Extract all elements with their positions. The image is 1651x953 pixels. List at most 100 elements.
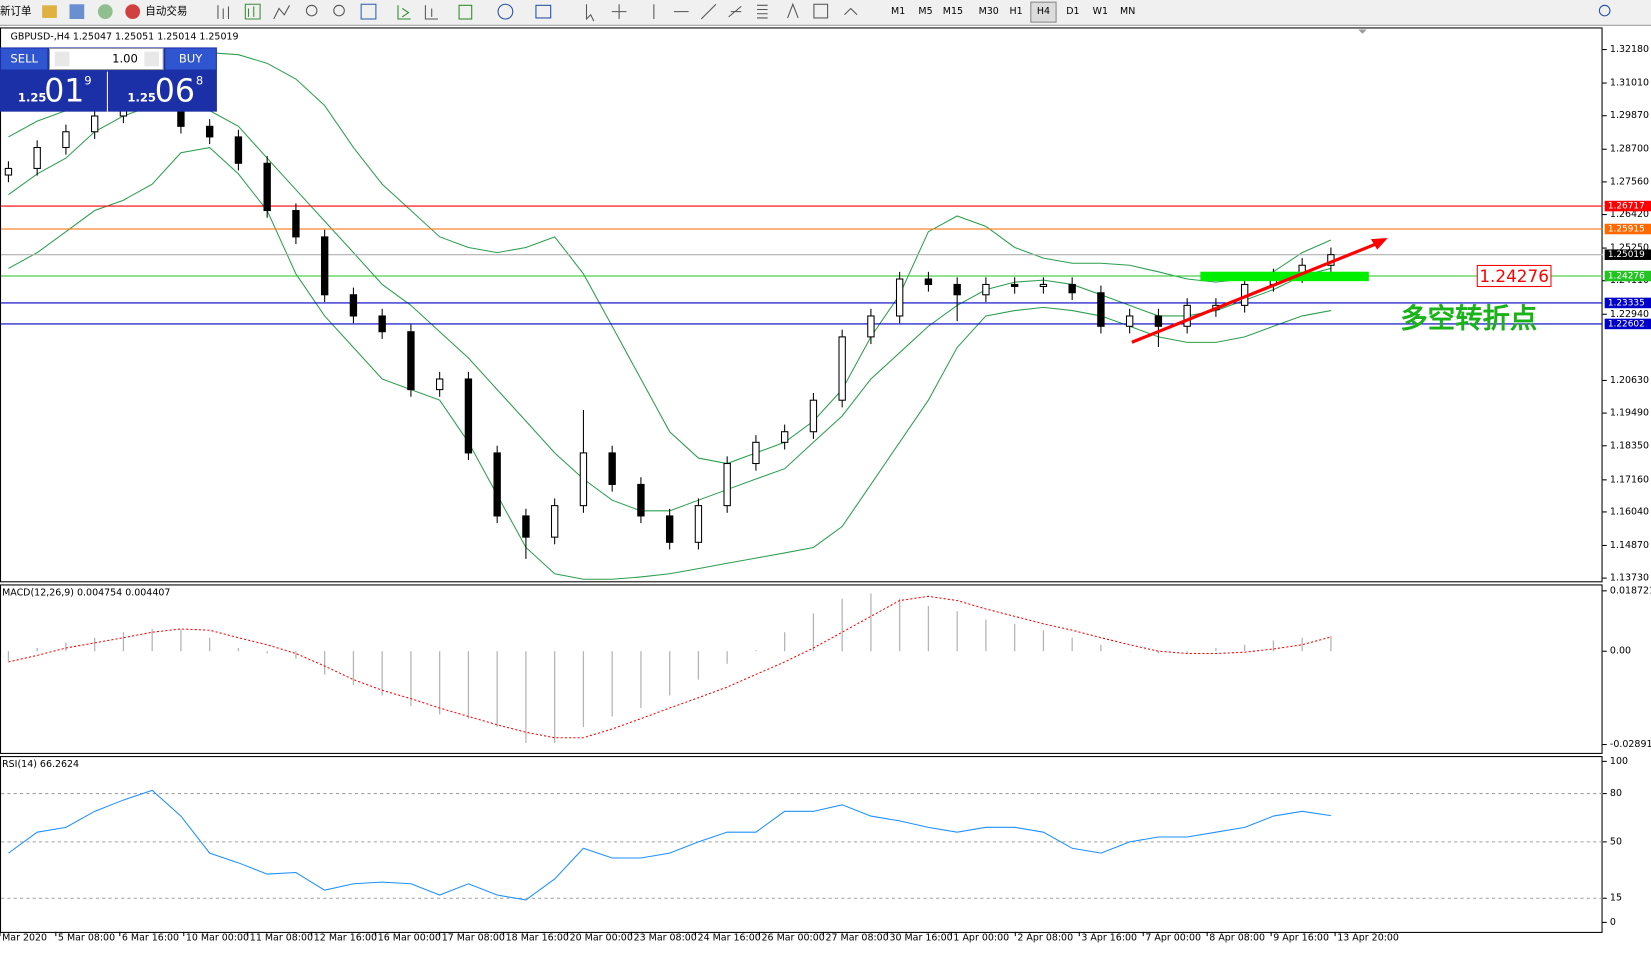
y-tick-label: 1.29870: [1610, 110, 1649, 121]
level-price-tag: [1604, 249, 1651, 260]
macd-bar: [640, 651, 642, 709]
candle-body: [493, 452, 501, 517]
candle-body: [1183, 304, 1191, 327]
candle-body: [435, 378, 444, 391]
timeframe-button[interactable]: W1: [1093, 6, 1108, 17]
sell-label[interactable]: SELL: [10, 52, 38, 66]
x-tick-label: 30 Mar 16:00: [889, 933, 952, 944]
icon[interactable]: [360, 3, 377, 20]
x-tick-label: 26 Mar 00:00: [762, 933, 825, 944]
macd-bar: [812, 613, 815, 652]
candle-body: [608, 452, 616, 485]
icon[interactable]: [69, 4, 85, 20]
panel-title: GBPUSD-,H4 1.25047 1.25051 1.25014 1.250…: [11, 31, 239, 42]
x-tick-label: 6 Mar 16:00: [122, 933, 179, 944]
panel-title: RSI(14) 66.2624: [2, 759, 79, 770]
lot-input[interactable]: [48, 47, 164, 71]
icon[interactable]: [813, 3, 829, 19]
icon[interactable]: [611, 4, 627, 20]
auto-trading-button[interactable]: 自动交易: [145, 5, 187, 18]
icon[interactable]: [585, 4, 595, 22]
sell-button[interactable]: [1, 48, 48, 70]
sell-price-main[interactable]: 01: [44, 74, 84, 110]
macd-bar: [1330, 635, 1332, 652]
y-tick-label: 0.00: [1610, 646, 1631, 657]
icon[interactable]: [333, 4, 345, 17]
timeframe-button[interactable]: MN: [1120, 6, 1135, 17]
macd-bar: [1042, 630, 1045, 652]
lot-up[interactable]: [144, 51, 159, 67]
timeframe-button[interactable]: H1: [1010, 6, 1023, 17]
search-icon[interactable]: [1598, 4, 1611, 17]
y-tick-label: 100: [1610, 756, 1628, 767]
timeframe-bar: M1 M5 M15 M30 H1 H4 D1 W1 MN: [891, 1, 1135, 23]
y-tick-label: 1.26420: [1610, 209, 1649, 220]
buy-price-big[interactable]: 1.25: [127, 90, 156, 104]
buy-price-main[interactable]: 06: [155, 74, 195, 110]
macd-signal: [8, 595, 1332, 739]
icon[interactable]: [728, 5, 742, 18]
lot-down[interactable]: [54, 51, 70, 67]
x-tick-label: 1 Apr 00:00: [953, 933, 1009, 944]
main-chart-frame: [0, 27, 1603, 583]
buy-label[interactable]: BUY: [179, 52, 203, 66]
icon[interactable]: [700, 3, 717, 20]
icon[interactable]: [458, 4, 473, 20]
sell-price-big[interactable]: 1.25: [18, 90, 47, 104]
one-click-trading: SELL 1.00 BUY 1.25 01 9 1.25 06 8: [0, 47, 217, 112]
level-price-tag: [1604, 223, 1651, 235]
buy-price-pip[interactable]: 8: [196, 74, 203, 88]
y-tick-label: 1.32180: [1610, 44, 1649, 55]
macd-bar: [1071, 637, 1073, 652]
icon[interactable]: [244, 3, 261, 20]
new-order-button[interactable]: 新订单: [0, 5, 32, 18]
timeframe-button[interactable]: D1: [1066, 6, 1079, 17]
timeframe-button[interactable]: M30: [979, 6, 999, 17]
timeframe-button[interactable]: M5: [918, 6, 932, 17]
candle-body: [320, 236, 329, 296]
candle-body: [1125, 315, 1134, 327]
icon[interactable]: [497, 3, 514, 20]
icon[interactable]: [97, 4, 113, 20]
y-tick-label: 15: [1610, 893, 1622, 904]
icon[interactable]: [424, 5, 439, 20]
candle-body: [1068, 283, 1076, 294]
timeframe-button[interactable]: M1: [891, 6, 905, 17]
icon[interactable]: [217, 5, 230, 20]
icon[interactable]: [397, 5, 411, 20]
candle-body: [464, 378, 473, 454]
candle-body: [895, 278, 904, 317]
y-tick-label: 1.13730: [1610, 573, 1649, 584]
candle-body: [723, 462, 731, 507]
macd-bar: [496, 651, 498, 728]
timeframe-button[interactable]: M15: [943, 6, 963, 17]
candle-body: [1010, 283, 1019, 287]
icon[interactable]: [757, 4, 768, 19]
trend-arrow: [1131, 242, 1376, 344]
macd-bar: [352, 651, 355, 685]
buy-button[interactable]: [165, 48, 216, 70]
auto-trading-icon[interactable]: [125, 4, 141, 20]
macd-bar: [237, 648, 240, 652]
x-tick-label: 16 Mar 00:00: [378, 933, 441, 944]
x-tick-label: 11 Mar 08:00: [250, 933, 313, 944]
icon[interactable]: [844, 7, 858, 16]
sell-price-pip[interactable]: 9: [84, 74, 91, 88]
icon[interactable]: [305, 4, 318, 17]
icon[interactable]: [535, 4, 552, 19]
timeframe-button[interactable]: H4: [1037, 6, 1050, 17]
macd-panel: 0.018721 0.00 -0.028913 MACD(12,26,9) 0.004…: [2, 585, 1651, 750]
icon[interactable]: [787, 2, 799, 19]
candle-body: [665, 515, 674, 543]
lot-value[interactable]: 1.00: [112, 52, 138, 66]
timeframe-active[interactable]: [1030, 1, 1057, 23]
candle-body: [1039, 283, 1048, 287]
y-tick-label: 1.20630: [1610, 375, 1649, 386]
icon[interactable]: [42, 5, 57, 18]
macd-bar: [1244, 644, 1246, 652]
level-price-tag: [1604, 200, 1651, 212]
bollinger-band: [8, 52, 1332, 465]
macd-bar: [784, 632, 786, 652]
icon[interactable]: [273, 5, 291, 20]
